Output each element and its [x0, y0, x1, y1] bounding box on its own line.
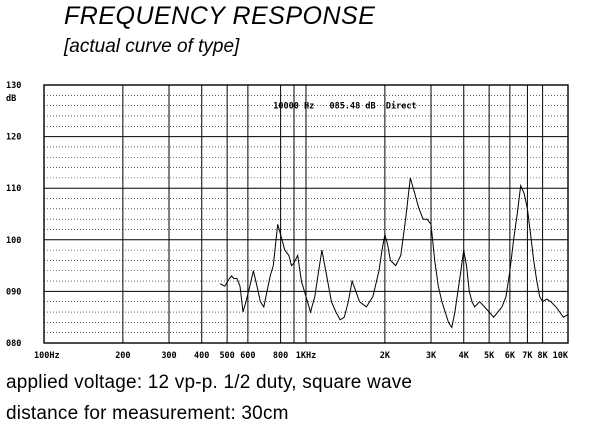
- x-tick-label: 1KHz: [296, 351, 316, 361]
- y-tick-label: 120: [6, 133, 21, 143]
- x-tick-label: 200: [115, 351, 130, 361]
- y-tick-label: 090: [6, 287, 21, 297]
- chart-subtitle: [actual curve of type]: [64, 36, 240, 57]
- x-tick-label: 6K: [505, 351, 516, 361]
- applied-voltage-note: applied voltage: 12 vp-p. 1/2 duty, squa…: [6, 372, 413, 393]
- x-tick-label: 300: [161, 351, 176, 361]
- x-tick-label: 500: [219, 351, 234, 361]
- frequency-response-chart: dB 10000 Hz 085.48 dB Direct 080 090 100 11…: [6, 81, 569, 361]
- y-tick-label: 100: [6, 236, 21, 246]
- x-tick-label: 600: [240, 351, 255, 361]
- measurement-distance-note: distance for measurement: 30cm: [6, 403, 289, 424]
- y-tick-label: 130: [6, 81, 21, 91]
- response-curve: [219, 177, 569, 329]
- x-tick-label: 3K: [426, 351, 437, 361]
- x-tick-label: 8K: [537, 351, 548, 361]
- x-tick-labels: 100Hz 200 300 400 500 600 800 1KHz 2K 3K 4K 5K 6K 7K 8…: [34, 351, 569, 361]
- x-tick-label: 800: [273, 351, 288, 361]
- x-tick-label: 100Hz: [34, 351, 60, 361]
- y-tick-labels: 080 090 100 110 120 130: [6, 81, 21, 349]
- measurement-readout: 10000 Hz 085.48 dB Direct: [273, 101, 416, 112]
- major-grid: [43, 84, 569, 344]
- x-tick-label: 5K: [484, 351, 495, 361]
- y-tick-label: 110: [6, 184, 21, 194]
- y-axis-label: dB: [6, 94, 16, 104]
- plot-frame: [43, 84, 569, 344]
- x-tick-label: 10K: [553, 351, 569, 361]
- x-tick-label: 4K: [459, 351, 470, 361]
- x-tick-label: 2K: [380, 351, 391, 361]
- x-tick-label: 400: [194, 351, 209, 361]
- x-tick-label: 7K: [522, 351, 533, 361]
- chart-title: FREQUENCY RESPONSE: [64, 2, 376, 30]
- y-tick-label: 080: [6, 339, 21, 349]
